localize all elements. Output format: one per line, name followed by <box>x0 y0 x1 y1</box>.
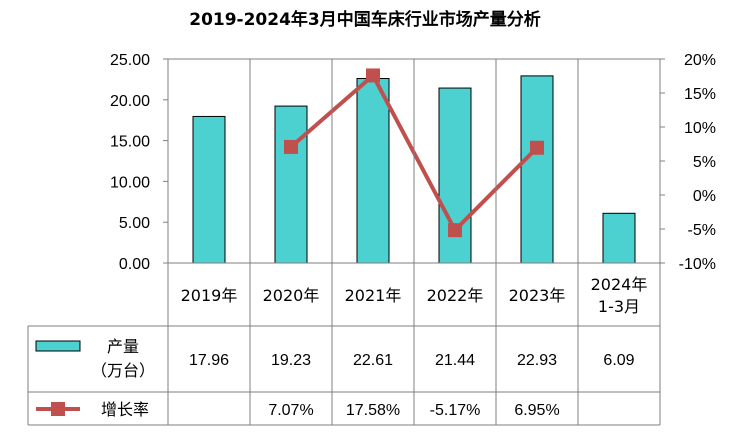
growth-rate-value: -5.17% <box>430 402 481 419</box>
bar <box>274 105 308 264</box>
category-label: 2019年 <box>181 286 238 305</box>
production-value: 6.09 <box>603 352 634 369</box>
growth-rate-marker <box>448 223 462 238</box>
bar <box>602 212 636 264</box>
legend-label-growth: 增长率 <box>101 400 149 419</box>
production-value: 22.93 <box>517 352 557 369</box>
y-left-tick-label: 10.00 <box>110 174 150 191</box>
y-right-tick-label: 20% <box>684 52 716 69</box>
growth-rate-marker <box>530 140 544 155</box>
production-value: 21.44 <box>435 352 475 369</box>
production-value: 19.23 <box>271 352 311 369</box>
y-left-tick-label: 25.00 <box>110 52 150 69</box>
data-table: 2019年 2020年 2021年 2022年 2023年 2024年 1-3月产量（万台）… <box>27 59 661 426</box>
legend-swatch-production <box>35 340 81 352</box>
chart-title: 2019-2024年3月中国车床行业市场产量分析 <box>189 9 541 30</box>
y-left-tick-label: 20.00 <box>110 93 150 110</box>
bar <box>520 75 554 264</box>
production-value: 17.96 <box>189 352 229 369</box>
y-left-tick-label: 5.00 <box>119 215 150 232</box>
y-right-tick-label: -10% <box>679 256 716 273</box>
y-right-tick-label: 15% <box>684 86 716 103</box>
growth-rate-value: 6.95% <box>514 402 559 419</box>
legend-marker-growth <box>51 402 65 416</box>
growth-rate-value: 7.07% <box>268 402 313 419</box>
growth-rate-marker <box>284 139 298 154</box>
y-left-tick-label: 15.00 <box>110 134 150 151</box>
y-right-tick-label: 10% <box>684 120 716 137</box>
y-left-tick-label: 0.00 <box>119 256 150 273</box>
bar <box>356 78 390 264</box>
bar <box>192 115 226 264</box>
category-label: 2020年 <box>263 286 320 305</box>
growth-rate-marker <box>366 68 380 83</box>
category-label: 2023年 <box>509 286 566 305</box>
growth-rate-value: 17.58% <box>346 402 400 419</box>
y-right-tick-label: 5% <box>693 154 716 171</box>
category-label: 2022年 <box>427 286 484 305</box>
category-label: 2024年 1-3月 <box>591 275 648 316</box>
legend-label-production: 产量（万台） <box>91 337 155 380</box>
y-right-tick-label: -5% <box>688 222 716 239</box>
category-label: 2021年 <box>345 286 402 305</box>
y-right-tick-label: 0% <box>693 188 716 205</box>
production-value: 22.61 <box>353 352 393 369</box>
